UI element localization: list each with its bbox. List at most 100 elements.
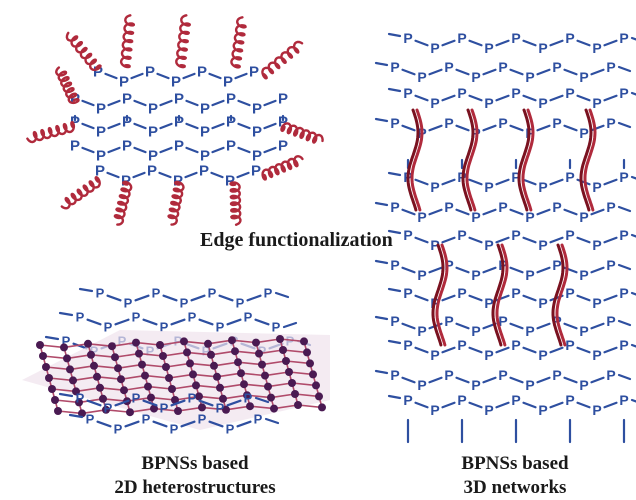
phosphorus-atom: P: [251, 162, 261, 179]
phosphorus-atom: P: [124, 296, 133, 311]
phosphorus-atom: P: [272, 320, 281, 335]
bond-line: [93, 364, 119, 370]
bond-line: [142, 318, 158, 326]
bond-line: [124, 420, 140, 428]
phosphorus-atom: P: [200, 100, 210, 117]
phosphorus-atom: P: [417, 377, 426, 393]
carbon-atom: [192, 381, 200, 390]
bond-line: [105, 408, 131, 414]
bond-line: [617, 319, 632, 327]
bond-line: [198, 395, 224, 400]
phosphorus-atom: P: [223, 73, 233, 90]
phosphorus-atom: P: [390, 199, 399, 215]
bond-line: [78, 397, 104, 404]
bond-line: [482, 376, 497, 384]
phosphorus-atom: P: [430, 347, 439, 363]
polymer-ribbon-face: [410, 108, 424, 212]
phosphorus-atom: P: [147, 162, 157, 179]
bond-line: [468, 401, 483, 409]
bond-line: [536, 124, 551, 132]
bond-line: [576, 39, 591, 47]
phosphorus-atom: P: [76, 391, 85, 406]
carbon-atom: [99, 394, 107, 403]
bond-line: [387, 287, 402, 293]
phosphorus-atom: P: [403, 285, 412, 301]
carbon-atom: [75, 398, 83, 407]
phosphorus-atom: P: [552, 59, 561, 75]
bond-line: [630, 175, 636, 180]
phosphorus-atom: P: [457, 392, 466, 408]
phosphorus-atom: P: [278, 137, 288, 154]
phosphorus-atom: P: [226, 113, 236, 130]
bond-line: [401, 266, 416, 274]
bond-line: [237, 122, 251, 130]
bond-line: [630, 291, 636, 296]
polymer-coil: [60, 175, 101, 210]
carbon-atom: [285, 368, 293, 376]
bond-line: [563, 68, 578, 76]
phosphorus-atom: P: [244, 310, 253, 325]
carbon-atom: [108, 342, 116, 351]
bond-line: [522, 178, 537, 186]
carbon-atom: [39, 352, 47, 360]
polymer-coil: [175, 14, 192, 69]
phosphorus-atom: P: [403, 227, 412, 243]
phosphorus-atom: P: [430, 237, 439, 253]
bond-line: [72, 342, 88, 350]
phosphorus-atom: P: [132, 310, 141, 325]
bond-line: [374, 61, 389, 67]
phosphorus-atom: P: [592, 295, 601, 311]
phosphorus-atom: P: [525, 69, 534, 85]
phosphorus-atom: P: [552, 115, 561, 131]
bond-line: [96, 420, 112, 428]
bond-line: [414, 236, 429, 244]
bond-line: [68, 413, 84, 419]
phosphorus-atom: P: [592, 40, 601, 56]
bond-line: [414, 94, 429, 102]
carbon-atom: [276, 335, 284, 343]
carbon-atom: [216, 383, 224, 392]
bond-line: [236, 420, 252, 428]
phosphorus-atom: P: [390, 367, 399, 383]
bond-line: [81, 146, 95, 154]
carbon-atom: [306, 359, 314, 368]
carbon-atom: [165, 374, 173, 382]
bond-line: [211, 146, 225, 154]
phosphorus-atom: P: [525, 323, 534, 339]
phosphorus-atom: P: [511, 285, 520, 301]
bond-line: [495, 401, 510, 409]
bond-line: [138, 352, 164, 357]
phosphorus-atom: P: [606, 115, 615, 131]
bond-line: [522, 236, 537, 244]
bond-line: [522, 294, 537, 302]
carbon-atom: [48, 385, 56, 393]
bond-line: [482, 266, 497, 274]
bond-line: [185, 99, 199, 107]
bond-line: [495, 94, 510, 102]
bond-line: [387, 171, 402, 177]
phosphorus-atom: P: [592, 95, 601, 111]
polymer-coil: [119, 14, 135, 69]
polymer-coil: [113, 180, 133, 226]
bond-line: [208, 420, 224, 428]
bond-line: [441, 346, 456, 354]
bond-line: [401, 124, 416, 132]
bond-line: [617, 373, 632, 381]
bond-line: [590, 322, 605, 330]
bond-line: [57, 410, 83, 415]
phosphorus-atom: P: [606, 199, 615, 215]
phosphorus-atom: P: [188, 310, 197, 325]
carbon-atom: [222, 405, 230, 414]
bond-line: [39, 344, 65, 349]
carbon-atom: [309, 370, 317, 379]
phosphorus-atom: P: [145, 63, 155, 80]
phosphorus-atom: P: [511, 169, 520, 185]
bond-line: [236, 171, 250, 179]
phosphorus-atom: P: [444, 199, 453, 215]
bond-line: [468, 94, 483, 102]
bond-line: [86, 399, 102, 407]
bond-line: [428, 124, 443, 132]
bond-line: [263, 99, 277, 107]
polymer-ribbon-face: [495, 243, 509, 347]
